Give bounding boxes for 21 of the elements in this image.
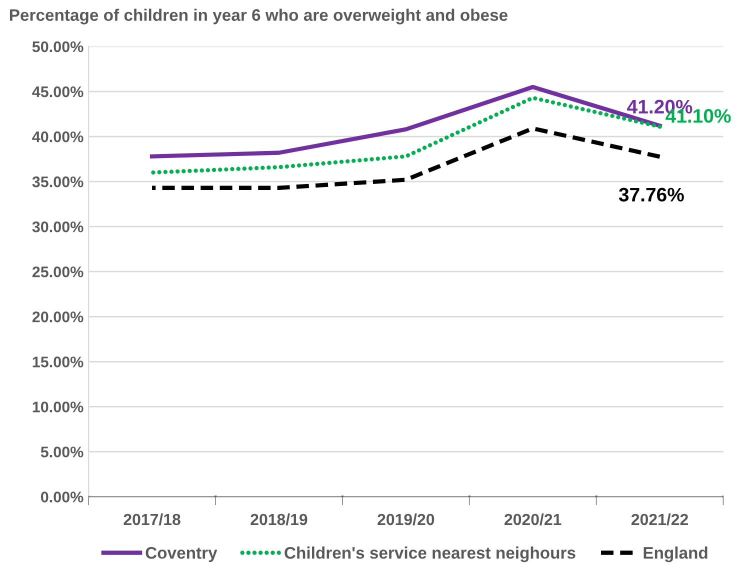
y-tick-label: 5.00% (40, 446, 84, 458)
y-tick-label: 35.00% (32, 176, 84, 188)
y-tick-label: 45.00% (32, 86, 84, 98)
y-tick-label: 50.00% (32, 41, 84, 52)
y-tick-label: 25.00% (32, 266, 84, 278)
data-label: 37.76% (618, 188, 684, 202)
x-tick-label: 2019/20 (378, 513, 434, 526)
legend-label: Children's service nearest neighours (284, 546, 576, 562)
chart-title: Percentage of children in year 6 who are overweight and obese (10, 8, 508, 24)
x-tick-label: 2020/21 (504, 513, 562, 526)
y-tick-label: 40.00% (32, 131, 84, 142)
y-tick-label: 10.00% (32, 402, 84, 412)
x-tick-label: 2017/18 (124, 513, 180, 526)
y-tick-label: 15.00% (32, 356, 84, 368)
y-tick-label: 20.00% (32, 312, 84, 322)
y-tick-label: 0.00% (40, 492, 84, 502)
x-tick-label: 2021/22 (631, 513, 688, 526)
y-tick-label: 30.00% (32, 221, 84, 232)
legend-label: England (644, 546, 708, 562)
legend-label: Coventry (146, 546, 218, 562)
x-tick-label: 2018/19 (250, 513, 308, 526)
